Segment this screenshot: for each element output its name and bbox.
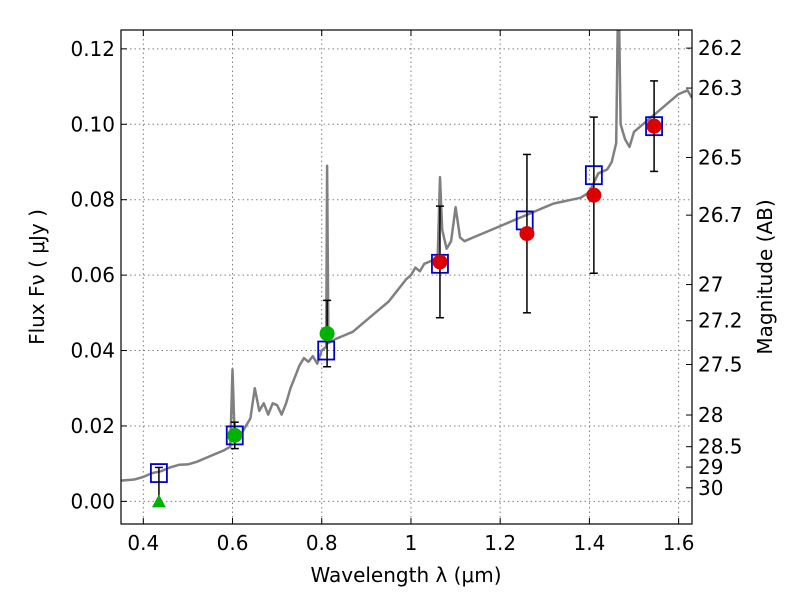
y-right-tick-label: 26.3	[698, 76, 743, 100]
plot-frame	[120, 29, 693, 525]
y-right-tick-label: 28.5	[698, 435, 743, 459]
observed-flux-point	[519, 226, 535, 242]
observed-flux-point	[432, 254, 448, 270]
x-tick-label: 1.6	[663, 531, 695, 555]
y-right-tick-label: 27.5	[698, 352, 743, 376]
y-right-tick-label: 26.7	[698, 203, 743, 227]
observed-flux-point	[319, 326, 335, 342]
y-axis-right-label: Magnitude (AB)	[753, 199, 777, 354]
y-tick-label: 0.12	[70, 37, 115, 61]
y-right-tick-label: 26.5	[698, 145, 743, 169]
y-right-tick-label: 26.2	[698, 36, 743, 60]
y-right-tick-label: 27.2	[698, 309, 743, 333]
x-tick-label: 0.4	[127, 531, 159, 555]
y-axis-label: Flux Fν ( μJy )	[25, 209, 49, 345]
x-axis-label: Wavelength λ (μm)	[310, 563, 501, 587]
x-tick-label: 1.4	[573, 531, 605, 555]
observed-flux-point	[227, 427, 243, 443]
observed-flux-point	[646, 118, 662, 134]
plot-area	[121, 30, 692, 508]
x-tick-label: 1	[405, 531, 418, 555]
x-tick-label: 0.6	[217, 531, 249, 555]
y-tick-label: 0.10	[70, 112, 115, 136]
grid	[121, 30, 692, 524]
model-flux-square	[317, 340, 336, 361]
y-tick-label: 0.06	[70, 263, 115, 287]
y-tick-label: 0.00	[70, 489, 115, 513]
y-right-tick-label: 30	[698, 476, 723, 500]
y-right-tick-label: 27	[698, 273, 723, 297]
observed-flux-point	[586, 187, 602, 203]
y-right-tick-label: 28	[698, 403, 723, 427]
y-tick-label: 0.02	[70, 414, 115, 438]
upper-limit-triangle	[151, 494, 166, 508]
axis-ticks: 0.4 0.6 0.8 1 1.2 1.4 1.6 0.00 0.02 0.04 0.06 0.08 0…	[70, 30, 743, 555]
x-tick-label: 1.2	[484, 531, 516, 555]
y-tick-label: 0.04	[70, 339, 115, 363]
y-right-tick-label: 29	[698, 455, 723, 479]
y-tick-label: 0.08	[70, 188, 115, 212]
x-tick-label: 0.8	[306, 531, 338, 555]
